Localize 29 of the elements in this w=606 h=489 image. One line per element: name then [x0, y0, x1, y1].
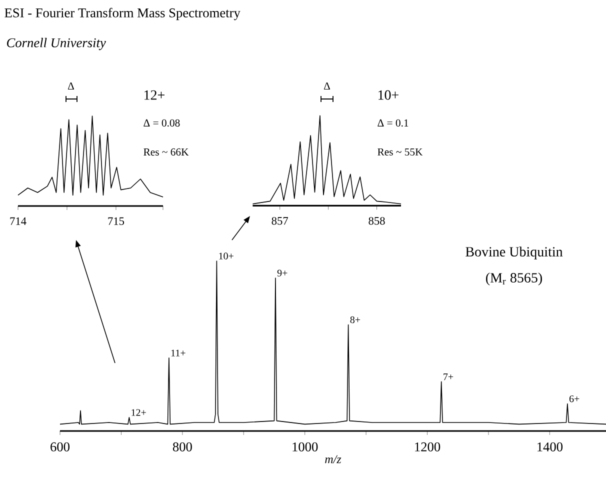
text: 10+ [378, 90, 398, 100]
annotation: 6+ [569, 395, 580, 402]
x-tick-label: 715 [108, 217, 124, 225]
x-tick-label: 1200 [415, 442, 440, 452]
annotation: 10+ [219, 252, 234, 260]
annotation: Δ = 0.1 [378, 119, 408, 127]
chart-subtitle: Cornell University [7, 38, 106, 50]
x-tick-label: 600 [50, 442, 70, 452]
annotation: (M$_{r}$ 8565) [486, 272, 542, 286]
x-tick-label: 857 [272, 217, 288, 225]
x-tick-label: 858 [368, 217, 385, 225]
text: 12+ [144, 90, 164, 100]
x-tick-label: 1000 [292, 442, 318, 452]
x-tick-label: 714 [10, 217, 26, 225]
annotation: 9+ [277, 270, 288, 276]
text: Δ [324, 82, 330, 90]
x-axis-title: m/z [325, 455, 342, 464]
annotation: 8+ [350, 316, 360, 324]
chart-title: ESI - Fourier Transform Mass Spectrometry [4, 8, 240, 20]
text: Δ [68, 82, 74, 90]
annotation: 11+ [171, 350, 186, 356]
annotation: Res ~ 66K [144, 148, 189, 156]
x-tick-label: 800 [172, 442, 192, 452]
text: Bovine Ubiquitin [466, 246, 563, 260]
annotation: 7+ [444, 374, 454, 380]
annotation: Δ = 0.08 [144, 119, 180, 127]
annotation: 12+ [132, 409, 146, 416]
annotation: Res ~ 55K [378, 148, 423, 156]
x-tick-label: 1400 [538, 442, 563, 452]
